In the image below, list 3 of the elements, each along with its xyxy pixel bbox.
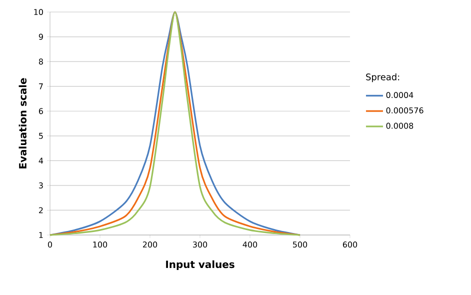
legend-title: Spread: [366,73,400,82]
x-axis-title: Input values [166,260,234,270]
y-axis-title: Evaluation scale [18,78,27,168]
